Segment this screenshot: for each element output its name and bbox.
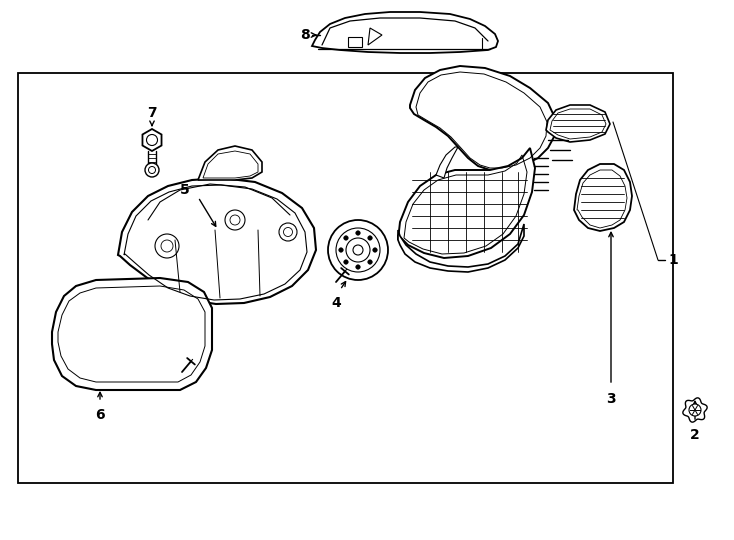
Circle shape bbox=[339, 248, 344, 252]
Text: 2: 2 bbox=[690, 428, 700, 442]
Text: 7: 7 bbox=[148, 106, 157, 120]
Circle shape bbox=[689, 404, 701, 416]
Polygon shape bbox=[436, 147, 458, 178]
Circle shape bbox=[356, 265, 360, 269]
Polygon shape bbox=[546, 105, 610, 142]
Circle shape bbox=[148, 166, 156, 173]
Circle shape bbox=[344, 260, 348, 264]
Circle shape bbox=[147, 134, 158, 145]
Circle shape bbox=[225, 210, 245, 230]
Circle shape bbox=[368, 260, 372, 264]
Circle shape bbox=[328, 220, 388, 280]
Polygon shape bbox=[574, 164, 632, 231]
Text: 4: 4 bbox=[331, 296, 341, 310]
Circle shape bbox=[283, 227, 293, 237]
Polygon shape bbox=[118, 178, 316, 304]
Circle shape bbox=[279, 223, 297, 241]
Polygon shape bbox=[312, 12, 498, 53]
Polygon shape bbox=[142, 129, 161, 151]
Polygon shape bbox=[398, 224, 524, 272]
Text: 6: 6 bbox=[95, 408, 105, 422]
Polygon shape bbox=[368, 28, 382, 45]
Text: 3: 3 bbox=[606, 392, 616, 406]
Circle shape bbox=[346, 238, 370, 262]
Circle shape bbox=[368, 236, 372, 240]
Polygon shape bbox=[52, 278, 212, 390]
Circle shape bbox=[145, 163, 159, 177]
Text: 8: 8 bbox=[300, 28, 310, 42]
Polygon shape bbox=[410, 66, 556, 170]
Text: 5: 5 bbox=[181, 183, 190, 197]
Circle shape bbox=[161, 240, 173, 252]
Circle shape bbox=[336, 228, 380, 272]
Circle shape bbox=[155, 234, 179, 258]
Bar bbox=[18, 73, 673, 483]
Bar bbox=[348, 37, 362, 47]
Circle shape bbox=[356, 231, 360, 235]
Polygon shape bbox=[683, 398, 707, 422]
Circle shape bbox=[353, 245, 363, 255]
Polygon shape bbox=[198, 146, 262, 180]
Polygon shape bbox=[398, 148, 535, 258]
Text: 1: 1 bbox=[668, 253, 677, 267]
Circle shape bbox=[344, 236, 348, 240]
Circle shape bbox=[230, 215, 240, 225]
Circle shape bbox=[373, 248, 377, 252]
